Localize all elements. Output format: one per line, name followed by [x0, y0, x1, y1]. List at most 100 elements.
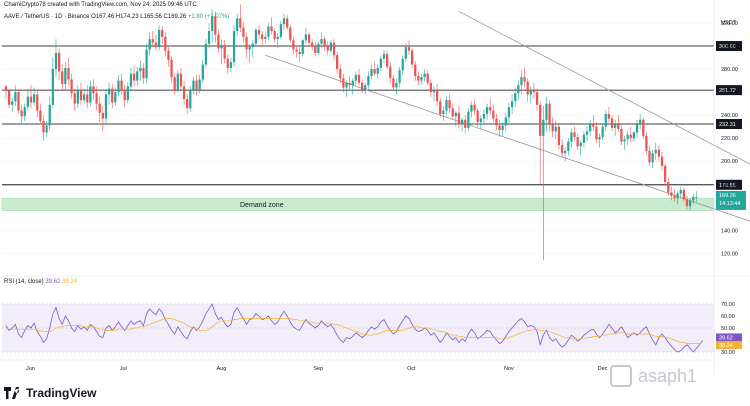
demand-zone: Demand zone [1, 197, 715, 212]
candle-body [214, 16, 217, 35]
candle-body [17, 92, 20, 111]
candle-body [257, 29, 261, 35]
candle-body [489, 107, 492, 111]
rsi-line [5, 303, 703, 353]
level-label: 232.31 [719, 122, 736, 128]
time-tick-label: Sep [313, 366, 323, 372]
price-tick-label: 320.00 [721, 21, 738, 27]
candle-body [14, 92, 17, 102]
candle-body [151, 39, 154, 43]
candle-body [345, 82, 348, 88]
rsi-header: RSI (14, close) 39.62 38.24 [4, 279, 77, 285]
chart-credit: ChamiCrypto78 created with TradingView.c… [4, 2, 197, 8]
candle-body [176, 73, 179, 90]
candle-body [89, 86, 92, 103]
candle-body [645, 135, 648, 151]
candle-body [392, 78, 395, 88]
horizontal-levels: 300.00 261.72 232.31 179.55 [2, 41, 742, 190]
candle-body [248, 47, 251, 50]
candle-body [139, 67, 142, 72]
symbol-info: AAVE / TetherUS · 1D · Binance O167.46 H… [4, 14, 229, 20]
candle-body [332, 42, 336, 56]
price-tick-label: 280.00 [721, 67, 738, 73]
candle-body [282, 18, 286, 25]
candle-body [514, 93, 517, 102]
candle-body [404, 47, 407, 59]
candle-body [401, 58, 404, 71]
price-grid [2, 22, 714, 254]
candle-body [229, 62, 233, 68]
rsi-tick-label: 30.00 [721, 350, 735, 356]
candle-body [407, 47, 411, 51]
candle-body [692, 196, 695, 201]
candle-body [385, 54, 389, 67]
candle-body [129, 73, 133, 87]
candle-body [161, 29, 164, 37]
tradingview-logo[interactable]: TradingView [4, 386, 96, 400]
candle-body [382, 54, 386, 59]
candle-body [607, 114, 611, 119]
candle-body [395, 82, 398, 88]
candle-body [276, 36, 279, 40]
candle-body [317, 43, 320, 53]
candle-body [236, 18, 239, 32]
candle-body [417, 75, 420, 81]
candle-body [517, 85, 520, 94]
ohlc-readout: O167.46 H174.23 L165.56 C169.26 [91, 14, 187, 20]
candle-body [379, 58, 382, 68]
candle-body [442, 110, 445, 114]
candle-body [201, 64, 204, 80]
current-price-label-bg [716, 190, 746, 210]
candle-body [207, 31, 211, 44]
candle-body [217, 34, 220, 49]
candle-body [32, 94, 36, 103]
level-label: 300.00 [719, 44, 736, 50]
watermark-icon [610, 365, 632, 387]
rsi-value-label: 39.62 [719, 335, 733, 341]
candle-body [189, 90, 192, 109]
candle-body [336, 55, 339, 70]
candle-body [279, 24, 283, 37]
candle-body [267, 26, 270, 37]
candle-body [635, 123, 639, 133]
candle-body [354, 74, 358, 81]
candle-body [48, 104, 51, 126]
candle-body [464, 119, 467, 128]
candle-body [157, 29, 161, 48]
candle-body [101, 112, 104, 119]
candle-body [301, 40, 304, 55]
candle-body [639, 119, 642, 124]
candle-body [70, 79, 73, 94]
candle-body [145, 49, 148, 79]
candle-body [42, 120, 45, 133]
candle-body [273, 31, 276, 40]
candle-body [695, 196, 698, 198]
level-label-bg [716, 179, 742, 190]
candle-body [314, 46, 317, 53]
candle-body [223, 44, 226, 59]
candle-body [39, 110, 42, 121]
candle-body [554, 126, 557, 132]
candle-body [570, 132, 573, 142]
candle-body [220, 44, 223, 49]
candle-body [685, 199, 689, 207]
candle-body [551, 123, 554, 132]
price-tick-label: 260.00 [721, 90, 738, 96]
time-tick-label: Jul [120, 366, 127, 372]
time-tick-label: Oct [407, 366, 416, 372]
candle-body [495, 118, 498, 126]
candle-body [54, 52, 58, 70]
candle-body [95, 93, 98, 104]
candle-body [192, 80, 195, 91]
candle-body [689, 200, 692, 207]
candle-body [364, 85, 367, 90]
candle-body [504, 117, 507, 126]
candle-body [295, 49, 298, 52]
candle-body [576, 137, 579, 147]
candle-body [242, 27, 245, 37]
candle-body [673, 195, 676, 199]
candle-body [251, 43, 254, 48]
candle-body [20, 110, 23, 117]
